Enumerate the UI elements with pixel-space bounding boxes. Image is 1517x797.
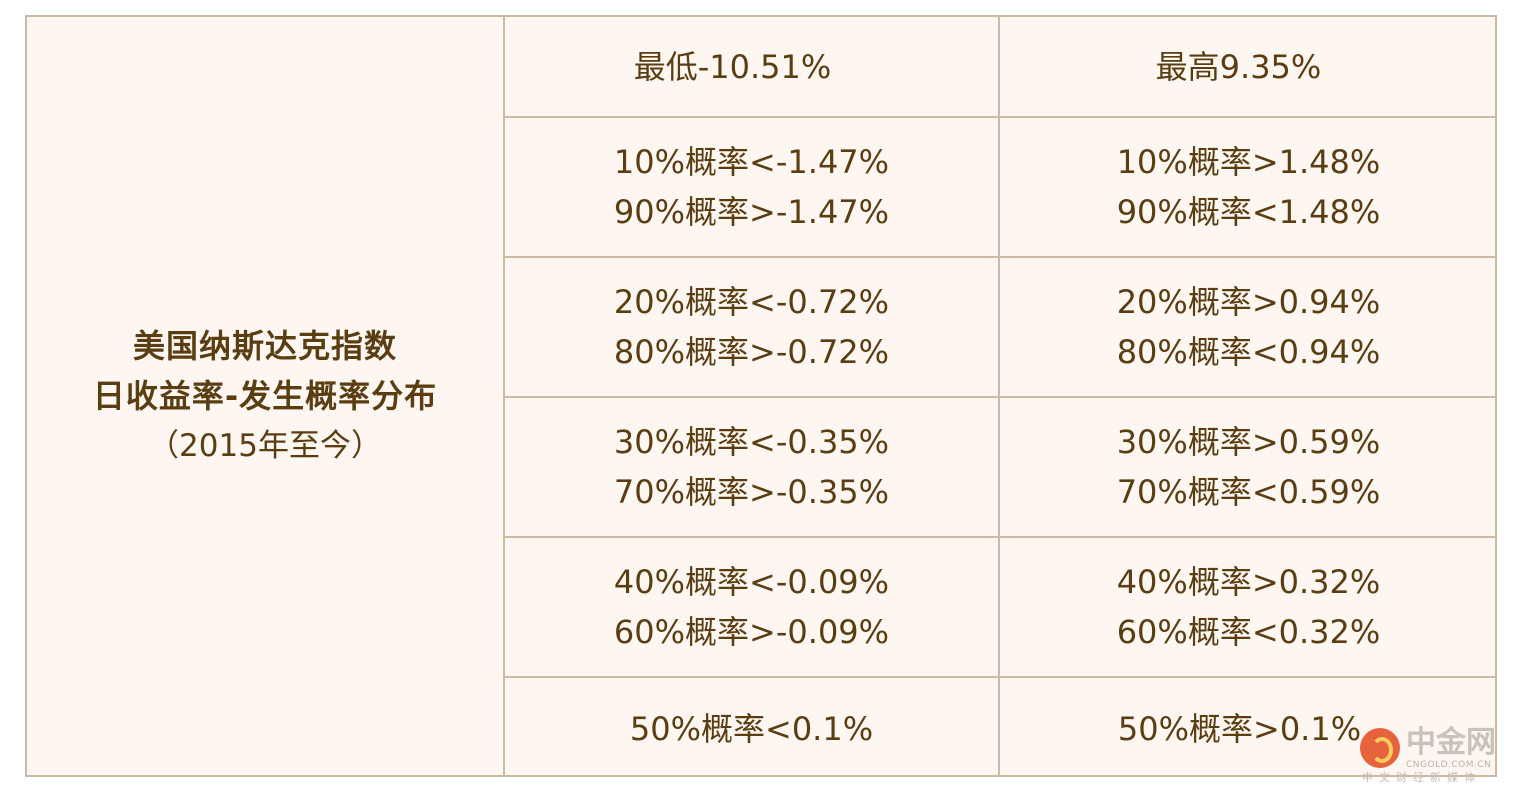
cell-line: 50%概率>0.1% [1117, 709, 1362, 748]
cell-line: 70%概率<0.59% [1116, 473, 1381, 511]
watermark-logo: 中金网 CNGOLD.COM.CN 中文财经新媒体 [1360, 726, 1510, 788]
watermark-domain: CNGOLD.COM.CN [1406, 760, 1492, 770]
table-row: 10%概率<-1.47% 90%概率>-1.47% 10%概率>1.48% 90… [505, 118, 1495, 258]
cell-line: 20%概率>0.94% [1116, 283, 1381, 321]
table-row: 最低-10.51% 最高9.35% [505, 17, 1495, 118]
label-period: （2015年至今） [148, 428, 382, 464]
cell-line: 10%概率>1.48% [1116, 143, 1381, 181]
cell-line: 20%概率<-0.72% [613, 283, 890, 321]
watermark-brand: 中金网 [1406, 725, 1496, 760]
upside-cell: 30%概率>0.59% 70%概率<0.59% [1002, 398, 1495, 536]
cell-line: 40%概率<-0.09% [613, 563, 890, 601]
cell-line: 80%概率>-0.72% [613, 333, 890, 371]
cell-line: 最低-10.51% [633, 47, 832, 86]
table-label-cell: 美国纳斯达克指数 日收益率-发生概率分布 （2015年至今） [27, 17, 505, 775]
cell-line: 最高9.35% [1155, 47, 1322, 86]
table-row: 30%概率<-0.35% 70%概率>-0.35% 30%概率>0.59% 70… [505, 398, 1495, 538]
cell-line: 80%概率<0.94% [1116, 333, 1381, 371]
downside-cell: 10%概率<-1.47% 90%概率>-1.47% [505, 118, 1000, 256]
table-grid: 最低-10.51% 最高9.35% 10%概率<-1.47% 90%概率>-1.… [505, 17, 1495, 775]
cell-line: 50%概率<0.1% [629, 709, 874, 748]
cell-line: 60%概率<0.32% [1116, 613, 1381, 651]
cell-line: 30%概率>0.59% [1116, 423, 1381, 461]
cell-line: 60%概率>-0.09% [613, 613, 890, 651]
cell-line: 90%概率<1.48% [1116, 193, 1381, 231]
label-subtitle: 日收益率-发生概率分布 [92, 377, 438, 415]
cell-line: 90%概率>-1.47% [613, 193, 890, 231]
cell-line: 30%概率<-0.35% [613, 423, 890, 461]
upside-cell: 40%概率>0.32% 60%概率<0.32% [1002, 538, 1495, 676]
table-row: 50%概率<0.1% 50%概率>0.1% [505, 678, 1495, 775]
label-title: 美国纳斯达克指数 [132, 327, 397, 365]
cell-line: 70%概率>-0.35% [613, 473, 890, 511]
cell-line: 10%概率<-1.47% [613, 143, 890, 181]
cell-line: 40%概率>0.32% [1116, 563, 1381, 601]
median-high-cell: 50%概率>0.1% [1002, 678, 1495, 775]
table-row: 20%概率<-0.72% 80%概率>-0.72% 20%概率>0.94% 80… [505, 258, 1495, 398]
logo-icon [1360, 728, 1400, 768]
watermark-slogan: 中文财经新媒体 [1362, 771, 1481, 784]
min-return-cell: 最低-10.51% [505, 17, 1000, 116]
downside-cell: 20%概率<-0.72% 80%概率>-0.72% [505, 258, 1000, 396]
probability-table: 美国纳斯达克指数 日收益率-发生概率分布 （2015年至今） 最低-10.51%… [25, 15, 1497, 777]
max-return-cell: 最高9.35% [1002, 17, 1495, 116]
downside-cell: 30%概率<-0.35% 70%概率>-0.35% [505, 398, 1000, 536]
median-low-cell: 50%概率<0.1% [505, 678, 1000, 775]
table-row: 40%概率<-0.09% 60%概率>-0.09% 40%概率>0.32% 60… [505, 538, 1495, 678]
downside-cell: 40%概率<-0.09% 60%概率>-0.09% [505, 538, 1000, 676]
upside-cell: 20%概率>0.94% 80%概率<0.94% [1002, 258, 1495, 396]
upside-cell: 10%概率>1.48% 90%概率<1.48% [1002, 118, 1495, 256]
